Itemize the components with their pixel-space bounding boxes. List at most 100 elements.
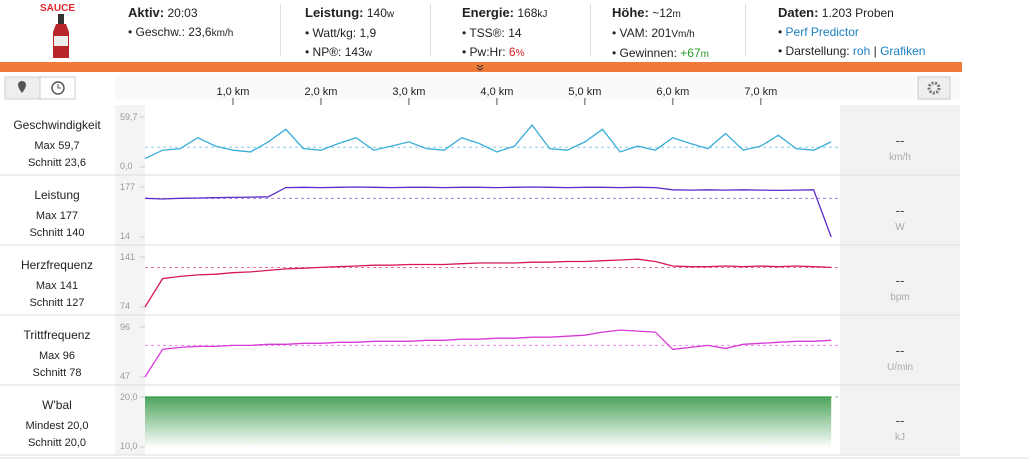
panel-stat: Schnitt 78 — [33, 367, 82, 379]
stat-row-label: Darstellung: — [785, 44, 850, 58]
link-separator: | — [873, 44, 877, 58]
stat-group: Daten: 1.203 Proben • Perf Predictor • Dar… — [778, 3, 925, 61]
link[interactable]: roh — [852, 44, 871, 58]
stat-row-value: 201 — [651, 26, 672, 40]
panel-stat: Max 96 — [39, 350, 75, 362]
bottle-icon — [53, 14, 69, 58]
stat-value: 168 — [517, 6, 538, 20]
x-tick-label: 1,0 km — [216, 86, 249, 98]
stat-row-label: Geschw.: — [135, 25, 185, 39]
y-tick-label: 14 — [120, 231, 130, 241]
stat-title-row: Energie: 168kJ — [462, 3, 547, 24]
panel-stat: Mindest 20,0 — [26, 420, 89, 432]
panel-stat: Max 177 — [36, 210, 78, 222]
panel-stat: Schnitt 127 — [29, 297, 84, 309]
trace — [144, 329, 832, 378]
unit: W — [895, 222, 905, 233]
x-tick-label: 2,0 km — [304, 86, 337, 98]
stat-group: Aktiv: 20:03 • Geschw.: 23,6km/h — [128, 3, 233, 43]
stat-row-value: 23,6 — [188, 25, 212, 39]
panel-stat: Max 59,7 — [34, 140, 79, 152]
stat-label: Höhe: — [612, 5, 649, 20]
current-value: -- — [896, 133, 905, 148]
stat-unit: m — [672, 9, 681, 20]
y-tick-label: 74 — [120, 301, 130, 311]
panel-stat: Schnitt 20,0 — [28, 437, 86, 449]
stat-title-row: Aktiv: 20:03 — [128, 3, 233, 23]
stat-row: • Geschw.: 23,6km/h — [128, 25, 234, 39]
x-tick-label: 4,0 km — [480, 86, 513, 98]
current-value: -- — [896, 343, 905, 358]
stat-label: Daten: — [778, 5, 819, 20]
current-value: -- — [896, 413, 905, 428]
stat-row: • Watt/kg: 1,9 — [305, 26, 377, 40]
stat-unit: w — [386, 9, 395, 20]
stat-row: • VAM: 201Vm/h — [612, 26, 695, 40]
unit: kJ — [895, 432, 905, 443]
stat-group: Leistung: 140w • Watt/kg: 1,9 • NP®: 143w — [305, 3, 394, 63]
panel-name: Trittfrequenz — [24, 328, 91, 342]
stat-row-unit: % — [515, 48, 525, 59]
stat-label: Leistung: — [305, 5, 364, 20]
y-tick-label: 96 — [120, 322, 130, 332]
stat-row-unit: Vm/h — [671, 29, 695, 40]
x-tick-label: 6,0 km — [656, 86, 689, 98]
area — [145, 397, 832, 447]
stat-row-label: Gewinnen: — [619, 46, 677, 60]
panel-name: W'bal — [42, 398, 72, 412]
stat-value: ~12 — [652, 6, 673, 20]
trace — [144, 258, 832, 308]
logo: SAUCE — [40, 3, 76, 14]
divider-bar — [0, 62, 962, 72]
stat-value: 140 — [366, 6, 387, 20]
y-tick-label: 59,7 — [120, 112, 138, 122]
expand-icon[interactable] — [476, 64, 484, 71]
stat-row-unit: w — [364, 48, 373, 59]
y-tick-label: 177 — [120, 182, 135, 192]
stat-label: Energie: — [462, 5, 515, 20]
stat-row: • Gewinnen: +67m — [612, 46, 709, 60]
stat-title-row: Leistung: 140w — [305, 3, 394, 24]
stat-title-row: Daten: 1.203 Proben — [778, 3, 925, 23]
stat-row-label: Watt/kg: — [312, 26, 357, 40]
stat-label: Aktiv: — [128, 5, 165, 20]
stat-row-label: TSS®: — [469, 26, 505, 40]
stat-title-row: Höhe: ~12m — [612, 3, 709, 24]
stat-row-label: VAM: — [619, 26, 648, 40]
stat-row: • Perf Predictor — [778, 25, 859, 39]
current-value: -- — [896, 203, 905, 218]
link[interactable]: Perf Predictor — [785, 25, 859, 39]
stat-row-value: 1,9 — [359, 26, 377, 40]
x-tick-label: 5,0 km — [568, 86, 601, 98]
panel-stat: Schnitt 23,6 — [28, 157, 86, 169]
panel-stat: Max 141 — [36, 280, 78, 292]
stat-row-label: Pw:Hr: — [469, 45, 506, 59]
stat-unit: kJ — [537, 9, 548, 20]
stat-row-label: NP®: — [312, 45, 342, 59]
stat-row: • NP®: 143w — [305, 45, 373, 59]
panel-name: Herzfrequenz — [21, 258, 93, 272]
stat-value: 1.203 Proben — [821, 6, 894, 20]
stat-row-value: 14 — [508, 26, 522, 40]
x-tick-label: 3,0 km — [392, 86, 425, 98]
current-value: -- — [896, 273, 905, 288]
settings-button[interactable] — [917, 76, 951, 100]
stat-row: • Pw:Hr: 6% — [462, 45, 525, 59]
link[interactable]: Grafiken — [880, 44, 926, 58]
trace — [144, 124, 832, 160]
panel-name: Leistung — [34, 188, 79, 202]
stat-row-unit: m — [700, 49, 709, 60]
stat-row-value: +67 — [680, 46, 701, 60]
y-tick-label: 0,0 — [120, 161, 133, 171]
stat-group: Energie: 168kJ • TSS®: 14 • Pw:Hr: 6% — [462, 3, 547, 63]
stat-row-unit: km/h — [211, 28, 234, 39]
stat-value: 20:03 — [167, 6, 198, 20]
unit: km/h — [889, 152, 911, 163]
stat-row: • TSS®: 14 — [462, 26, 522, 40]
y-tick-label: 141 — [120, 252, 135, 262]
header: SAUCE Aktiv: 20:03 • Geschw.: 23,6km/h Lei… — [0, 0, 960, 62]
stat-row: • Darstellung: roh | Grafiken — [778, 44, 926, 58]
stat-row-value: 143 — [344, 45, 365, 59]
